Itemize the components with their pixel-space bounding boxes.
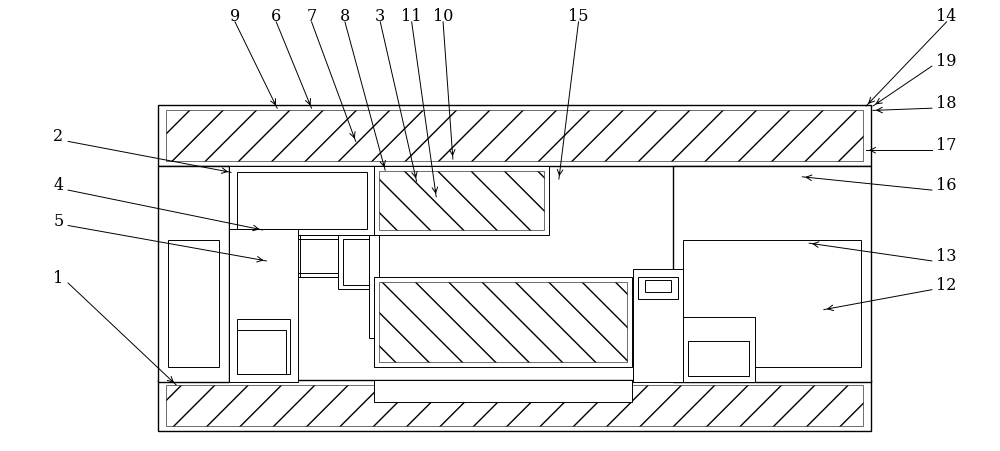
Bar [229, 235, 374, 277]
Bar [673, 166, 871, 382]
Bar [158, 105, 871, 166]
Text: 11: 11 [401, 8, 422, 25]
Text: 16: 16 [936, 177, 957, 194]
Bar [237, 330, 286, 374]
Text: 3: 3 [375, 8, 385, 25]
Bar [168, 240, 219, 367]
Text: 19: 19 [936, 53, 957, 70]
Bar [683, 317, 755, 382]
Bar [158, 166, 229, 382]
Bar [374, 277, 632, 367]
Bar [237, 172, 367, 229]
Bar [237, 239, 367, 273]
Bar [379, 171, 544, 230]
Text: 1: 1 [53, 270, 63, 287]
Bar [229, 166, 374, 235]
Text: 14: 14 [936, 8, 957, 25]
Bar [374, 166, 549, 235]
Text: 9: 9 [230, 8, 240, 25]
Bar [229, 229, 298, 382]
Bar [338, 235, 374, 289]
Bar [379, 282, 627, 363]
Text: 4: 4 [53, 177, 63, 194]
Text: 18: 18 [936, 95, 957, 112]
Text: 8: 8 [340, 8, 350, 25]
Bar [688, 341, 749, 376]
Text: 13: 13 [936, 248, 957, 265]
Text: 10: 10 [433, 8, 453, 25]
Bar [638, 277, 678, 299]
Text: 6: 6 [271, 8, 281, 25]
Bar [237, 319, 290, 374]
Bar [683, 240, 861, 367]
Text: 15: 15 [568, 8, 589, 25]
Text: 7: 7 [306, 8, 317, 25]
Bar [166, 385, 863, 426]
Text: 17: 17 [936, 137, 957, 154]
Text: 12: 12 [936, 277, 957, 294]
Text: 5: 5 [53, 212, 63, 230]
Bar [343, 239, 369, 285]
Bar [369, 235, 379, 338]
Bar [645, 280, 671, 292]
Bar [158, 380, 871, 431]
Bar [633, 269, 683, 382]
Text: 2: 2 [53, 129, 63, 146]
Bar [166, 110, 863, 161]
Bar [374, 380, 632, 402]
